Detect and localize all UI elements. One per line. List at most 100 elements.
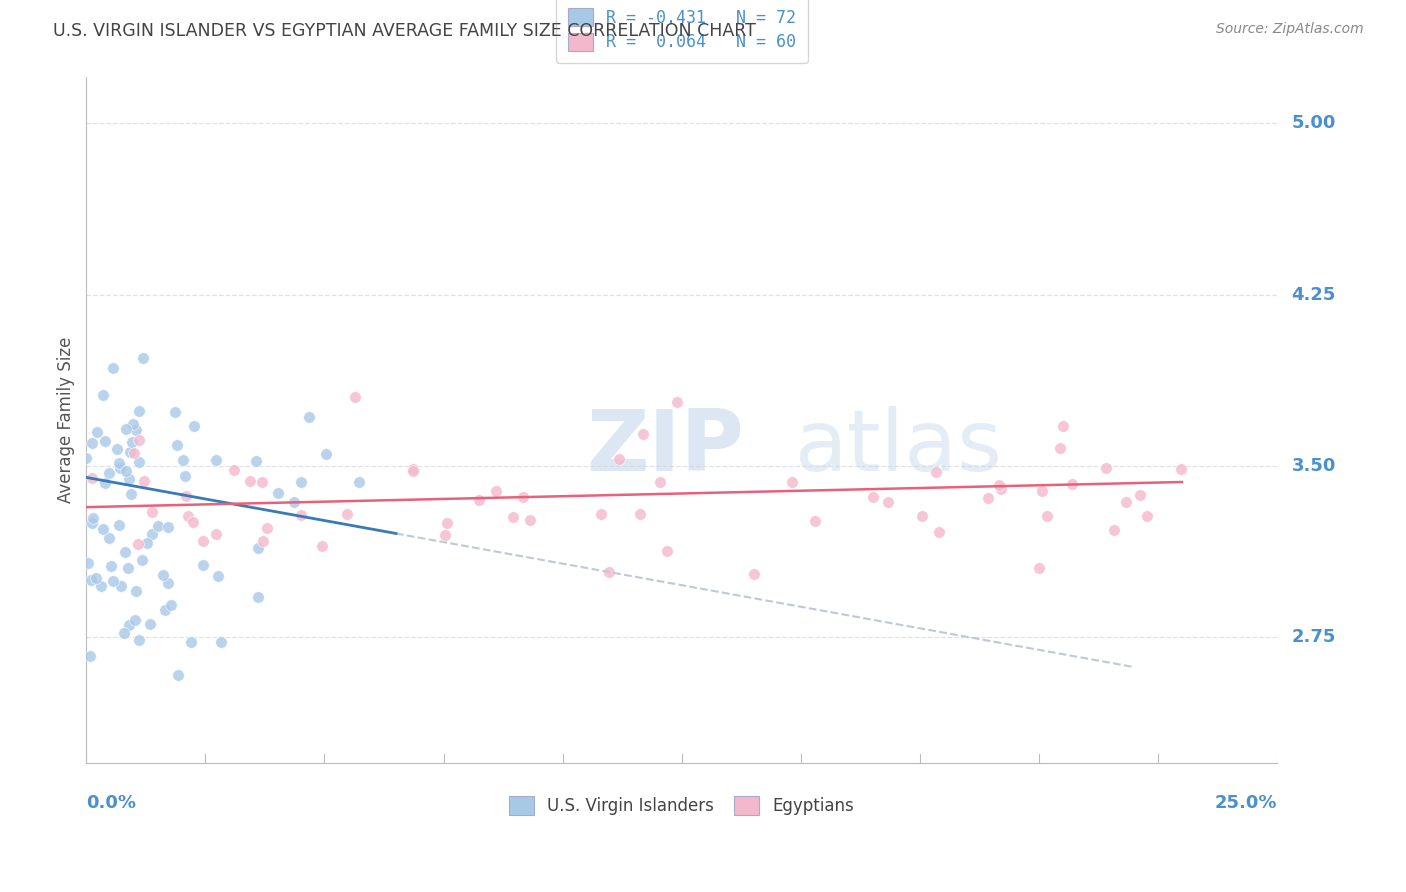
Point <box>108 461 131 475</box>
Point <box>402 464 425 478</box>
Point <box>148 519 170 533</box>
Text: 3.50: 3.50 <box>1292 457 1336 475</box>
Point <box>436 516 458 530</box>
Text: 25.0%: 25.0% <box>1215 794 1277 812</box>
Point <box>628 507 651 521</box>
Point <box>112 625 135 640</box>
Point <box>598 566 620 580</box>
Legend: U.S. Virgin Islanders, Egyptians: U.S. Virgin Islanders, Egyptians <box>501 788 863 823</box>
Point <box>160 598 183 612</box>
Point <box>79 648 101 663</box>
Point <box>343 390 366 404</box>
Point <box>128 433 150 447</box>
Point <box>1102 523 1125 537</box>
Point <box>1035 509 1057 524</box>
Point <box>205 527 228 541</box>
Point <box>987 478 1010 492</box>
Point <box>121 435 143 450</box>
Point <box>876 495 898 509</box>
Text: Source: ZipAtlas.com: Source: ZipAtlas.com <box>1216 22 1364 37</box>
Point <box>290 475 312 490</box>
Point <box>468 493 491 508</box>
Point <box>86 570 108 584</box>
Point <box>80 516 103 530</box>
Point <box>131 553 153 567</box>
Point <box>485 483 508 498</box>
Point <box>928 525 950 540</box>
Point <box>101 361 124 376</box>
Point <box>191 534 214 549</box>
Point <box>990 482 1012 496</box>
Point <box>118 472 141 486</box>
Point <box>128 633 150 648</box>
Point <box>136 536 159 550</box>
Point <box>665 395 688 409</box>
Point <box>155 603 177 617</box>
Point <box>167 667 190 681</box>
Point <box>246 590 269 604</box>
Point <box>183 419 205 434</box>
Point <box>120 487 142 501</box>
Point <box>121 417 143 432</box>
Point <box>114 545 136 559</box>
Point <box>100 558 122 573</box>
Point <box>103 574 125 589</box>
Point <box>589 507 612 521</box>
Point <box>298 409 321 424</box>
Point <box>925 466 948 480</box>
Point <box>183 515 205 529</box>
Point <box>89 579 111 593</box>
Point <box>91 388 114 402</box>
Point <box>502 509 524 524</box>
Point <box>110 579 132 593</box>
Point <box>80 573 103 587</box>
Point <box>93 522 115 536</box>
Point <box>205 453 228 467</box>
Point <box>125 584 148 599</box>
Point <box>803 514 825 528</box>
Point <box>80 435 103 450</box>
Point <box>117 561 139 575</box>
Point <box>108 518 131 533</box>
Text: 0.0%: 0.0% <box>86 794 136 812</box>
Point <box>1049 441 1071 455</box>
Point <box>125 423 148 437</box>
Point <box>256 521 278 535</box>
Text: U.S. VIRGIN ISLANDER VS EGYPTIAN AVERAGE FAMILY SIZE CORRELATION CHART: U.S. VIRGIN ISLANDER VS EGYPTIAN AVERAGE… <box>53 22 756 40</box>
Point <box>128 404 150 418</box>
Point <box>1095 461 1118 475</box>
Point <box>86 425 108 439</box>
Text: 5.00: 5.00 <box>1292 114 1336 132</box>
Point <box>120 445 142 459</box>
Point <box>174 469 197 483</box>
Point <box>139 617 162 632</box>
Point <box>94 434 117 449</box>
Point <box>141 526 163 541</box>
Point <box>1031 483 1053 498</box>
Point <box>252 533 274 548</box>
Point <box>94 475 117 490</box>
Point <box>222 463 245 477</box>
Point <box>107 442 129 456</box>
Point <box>209 634 232 648</box>
Text: ZIP: ZIP <box>586 406 744 489</box>
Point <box>177 508 200 523</box>
Point <box>519 512 541 526</box>
Point <box>311 539 333 553</box>
Point <box>239 474 262 488</box>
Point <box>911 509 934 524</box>
Point <box>176 489 198 503</box>
Point <box>245 454 267 468</box>
Point <box>607 452 630 467</box>
Point <box>115 422 138 436</box>
Point <box>118 617 141 632</box>
Point <box>650 475 672 490</box>
Point <box>433 528 456 542</box>
Point <box>1052 418 1074 433</box>
Point <box>780 475 803 489</box>
Point <box>77 556 100 570</box>
Point <box>633 426 655 441</box>
Point <box>250 475 273 489</box>
Point <box>191 558 214 573</box>
Point <box>512 490 534 504</box>
